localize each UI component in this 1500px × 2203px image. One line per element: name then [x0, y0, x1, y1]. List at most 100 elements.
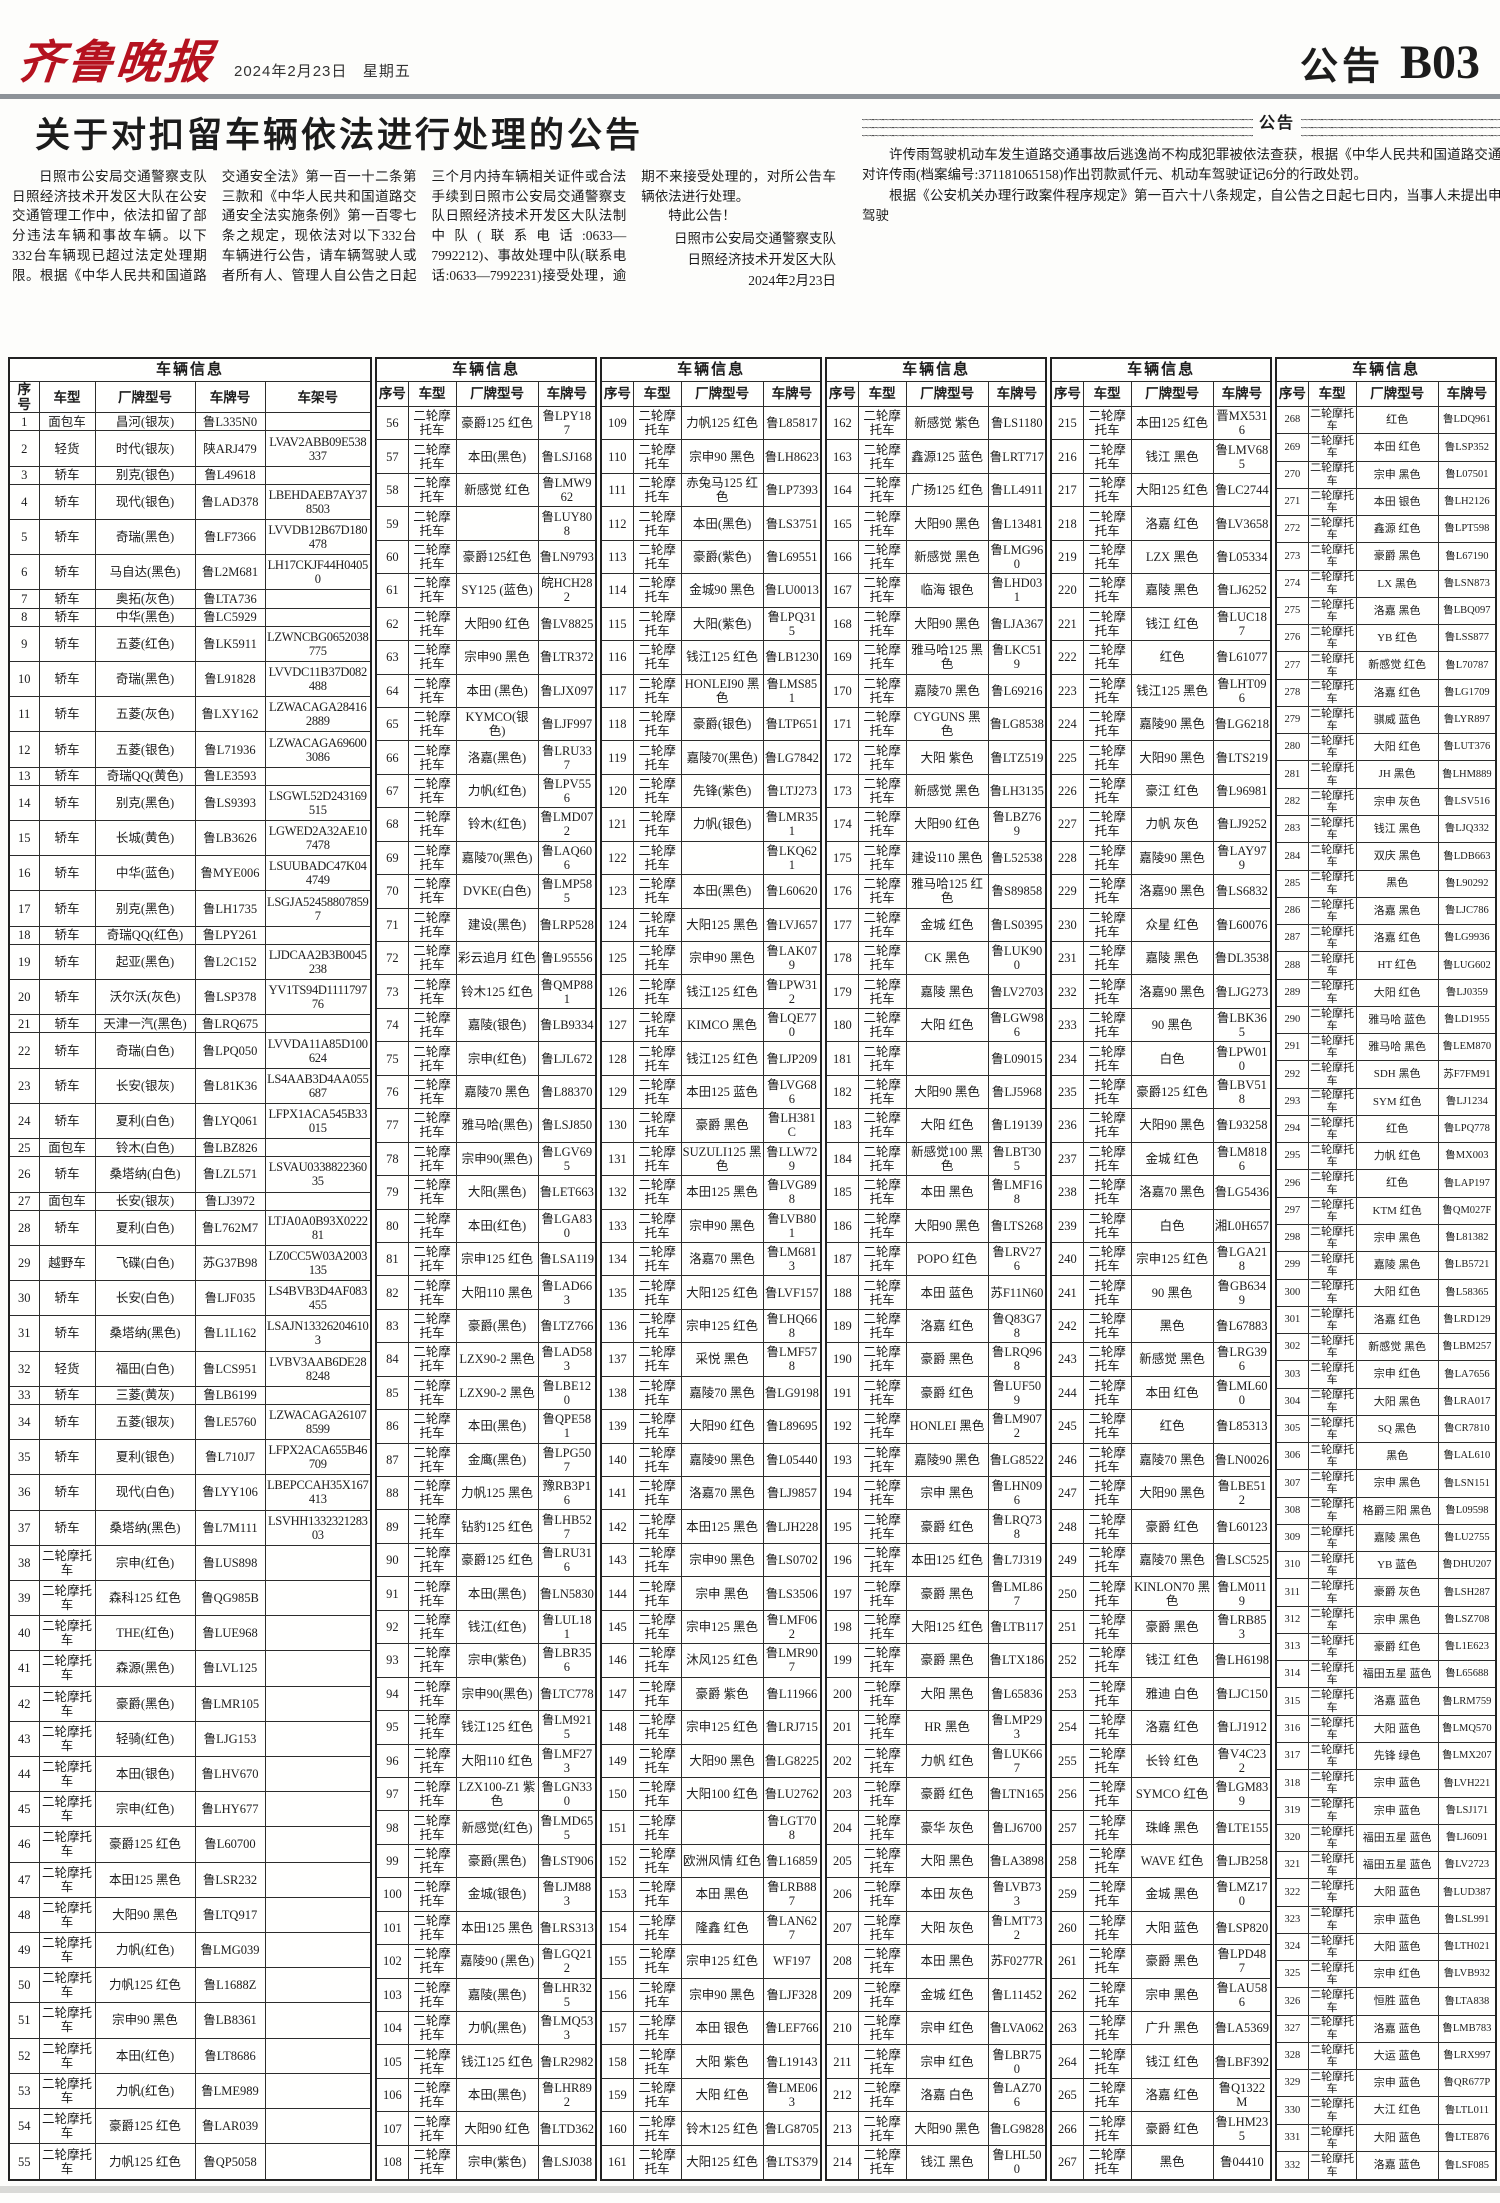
table-row: 207 二轮摩托车 大阳 灰色 鲁LMT732	[825, 1910, 1047, 1946]
cell-vehicle-type: 二轮摩托车	[1307, 1442, 1357, 1471]
cell-serial: 325	[1275, 1960, 1309, 1989]
cell-plate-number: 鲁LF7366	[194, 519, 266, 556]
cell-plate-number: 鲁LSP820	[1212, 1910, 1272, 1946]
cell-serial: 200	[825, 1676, 859, 1712]
column-header: 车牌号	[987, 381, 1047, 407]
cell-vehicle-type: 二轮摩托车	[857, 2144, 907, 2181]
cell-serial: 5	[8, 519, 40, 556]
cell-frame-number: LZWNCBG0652038775	[264, 625, 372, 663]
cell-serial: 271	[1275, 487, 1309, 517]
cell-brand-model: 福田五星 蓝色	[1355, 1851, 1439, 1880]
cell-serial: 30	[8, 1280, 40, 1317]
cell-frame-number: LZ0CC5W03A2003135	[264, 1244, 372, 1282]
cell-brand-model: 宗申 黑色	[1355, 1469, 1439, 1498]
table-row: 52 二轮摩托车 本田(红色) 鲁LT8686	[8, 2037, 372, 2074]
column-header: 车牌号	[1212, 381, 1272, 407]
table-row: 36 轿车 现代(白色) 鲁LYY106 LBEPCCAH35X167413	[8, 1474, 372, 1511]
cell-serial: 228	[1050, 840, 1084, 876]
cell-vehicle-type: 二轮摩托车	[1307, 1387, 1357, 1416]
cell-serial: 276	[1275, 624, 1309, 653]
cell-plate-number: 鲁LJA367	[987, 606, 1047, 642]
cell-vehicle-type: 二轮摩托车	[407, 439, 457, 474]
cell-serial: 64	[375, 673, 409, 708]
cell-serial: 284	[1275, 842, 1309, 871]
table-row: 266 二轮摩托车 豪爵 红色 鲁LHM235	[1050, 2111, 1272, 2146]
cell-plate-number: 鲁LTS268	[987, 1208, 1047, 1243]
cell-plate-number: 鲁LRM759	[1437, 1687, 1497, 1716]
cell-vehicle-type: 二轮摩托车	[1307, 1278, 1357, 1307]
cell-brand-model: 本田 黑色	[905, 1944, 989, 1979]
table-row: 319 二轮摩托车 宗申 蓝色 鲁LSJ171	[1275, 1796, 1497, 1825]
cell-serial: 43	[8, 1720, 40, 1757]
cell-brand-model: 铃木125 红色	[455, 974, 539, 1009]
cell-vehicle-type: 二轮摩托车	[1307, 787, 1357, 816]
group-title-row: 车辆信息	[1275, 357, 1497, 382]
cell-brand-model: 彩云追月 红色	[455, 940, 539, 976]
table-row: 280 二轮摩托车 大阳 红色 鲁LUT376	[1275, 733, 1497, 762]
cell-serial: 240	[1050, 1241, 1084, 1277]
cell-serial: 140	[600, 1442, 634, 1478]
table-row: 124 二轮摩托车 大阳125 黑色 鲁LVJ657	[600, 907, 822, 943]
cell-serial: 176	[825, 874, 859, 909]
cell-serial: 193	[825, 1442, 859, 1478]
table-row: 218 二轮摩托车 洛嘉 红色 鲁LV3658	[1050, 506, 1272, 541]
cell-vehicle-type: 二轮摩托车	[632, 1509, 682, 1544]
cell-brand-model: 奇瑞QQ(黄色)	[94, 766, 196, 786]
cell-plate-number: 鲁L70787	[1437, 651, 1497, 680]
cell-plate-number: 鲁LL4911	[987, 472, 1047, 508]
cell-plate-number: 鲁L81K36	[194, 1067, 266, 1104]
cell-vehicle-type: 二轮摩托车	[632, 1810, 682, 1845]
cell-plate-number: 鲁LMG960	[987, 539, 1047, 575]
cell-brand-model: 豪爵 黑色	[1130, 1944, 1214, 1979]
cell-vehicle-type: 轿车	[38, 1102, 96, 1140]
cell-vehicle-type: 二轮摩托车	[38, 1615, 96, 1652]
cell-vehicle-type: 二轮摩托车	[1307, 569, 1357, 598]
table-row: 79 二轮摩托车 大阳(黑色) 鲁LET663	[375, 1175, 597, 1210]
table-row: 3 轿车 别克(银色) 鲁L49618	[8, 465, 372, 485]
cell-plate-number: 鲁L93258	[1212, 1108, 1272, 1143]
cell-brand-model: 建设(黑色)	[455, 907, 539, 943]
cell-plate-number: 鲁LP7393	[762, 472, 822, 508]
table-row: 62 二轮摩托车 大阳90 红色 鲁LV8825	[375, 606, 597, 642]
table-row: 312 二轮摩托车 宗申 黑色 鲁LSZ708	[1275, 1605, 1497, 1634]
cell-brand-model: 本田125 红色	[905, 1542, 989, 1578]
table-row: 101 二轮摩托车 本田125 黑色 鲁LRS313	[375, 1910, 597, 1946]
cell-brand-model: 嘉陵90 黑色	[680, 1442, 764, 1478]
cell-serial: 117	[600, 673, 634, 708]
cell-plate-number: 鲁LS1180	[987, 405, 1047, 441]
cell-serial: 177	[825, 907, 859, 943]
cell-plate-number: 鲁LST906	[537, 1843, 597, 1879]
cell-serial: 312	[1275, 1605, 1309, 1634]
cell-frame-number	[264, 1650, 372, 1687]
cell-vehicle-type: 二轮摩托车	[1082, 1442, 1132, 1478]
cell-serial: 221	[1050, 606, 1084, 642]
cell-serial: 252	[1050, 1643, 1084, 1678]
column-header: 车牌号	[194, 380, 266, 414]
table-row: 113 二轮摩托车 豪爵(紫色) 鲁L69551	[600, 539, 822, 575]
cell-vehicle-type: 二轮摩托车	[38, 2107, 96, 2145]
cell-vehicle-type: 二轮摩托车	[857, 1710, 907, 1745]
cell-brand-model: 金城 黑色	[1130, 1877, 1214, 1912]
cell-brand-model: 嘉陵70 黑色	[455, 1074, 539, 1110]
cell-vehicle-type: 二轮摩托车	[1307, 1687, 1357, 1716]
cell-brand-model: 大阳90 黑色	[905, 1208, 989, 1243]
table-row: 239 二轮摩托车 白色 湘L0H657	[1050, 1208, 1272, 1243]
cell-plate-number: 鲁LJQ332	[1437, 814, 1497, 844]
cell-serial: 287	[1275, 924, 1309, 953]
cell-vehicle-type: 二轮摩托车	[1307, 2123, 1357, 2153]
cell-vehicle-type: 二轮摩托车	[1082, 1208, 1132, 1243]
cell-serial: 232	[1050, 974, 1084, 1009]
cell-serial: 203	[825, 1776, 859, 1812]
table-row: 186 二轮摩托车 大阳90 黑色 鲁LTS268	[825, 1208, 1047, 1243]
column-header: 车牌号	[762, 381, 822, 407]
cell-brand-model: 豪爵 红色	[905, 1509, 989, 1544]
cell-brand-model: 宗申 红色	[1355, 1960, 1439, 1989]
cell-plate-number: 鲁LB6199	[194, 1385, 266, 1405]
cell-vehicle-type: 二轮摩托车	[632, 439, 682, 474]
cell-brand-model: 广升 黑色	[1130, 2010, 1214, 2046]
cell-brand-model: 雅马哈 黑色	[1355, 1033, 1439, 1062]
cell-vehicle-type: 二轮摩托车	[38, 1544, 96, 1581]
column-header: 厂牌型号	[680, 381, 764, 407]
table-row: 158 二轮摩托车 大阳 紫色 鲁L19143	[600, 2044, 822, 2079]
